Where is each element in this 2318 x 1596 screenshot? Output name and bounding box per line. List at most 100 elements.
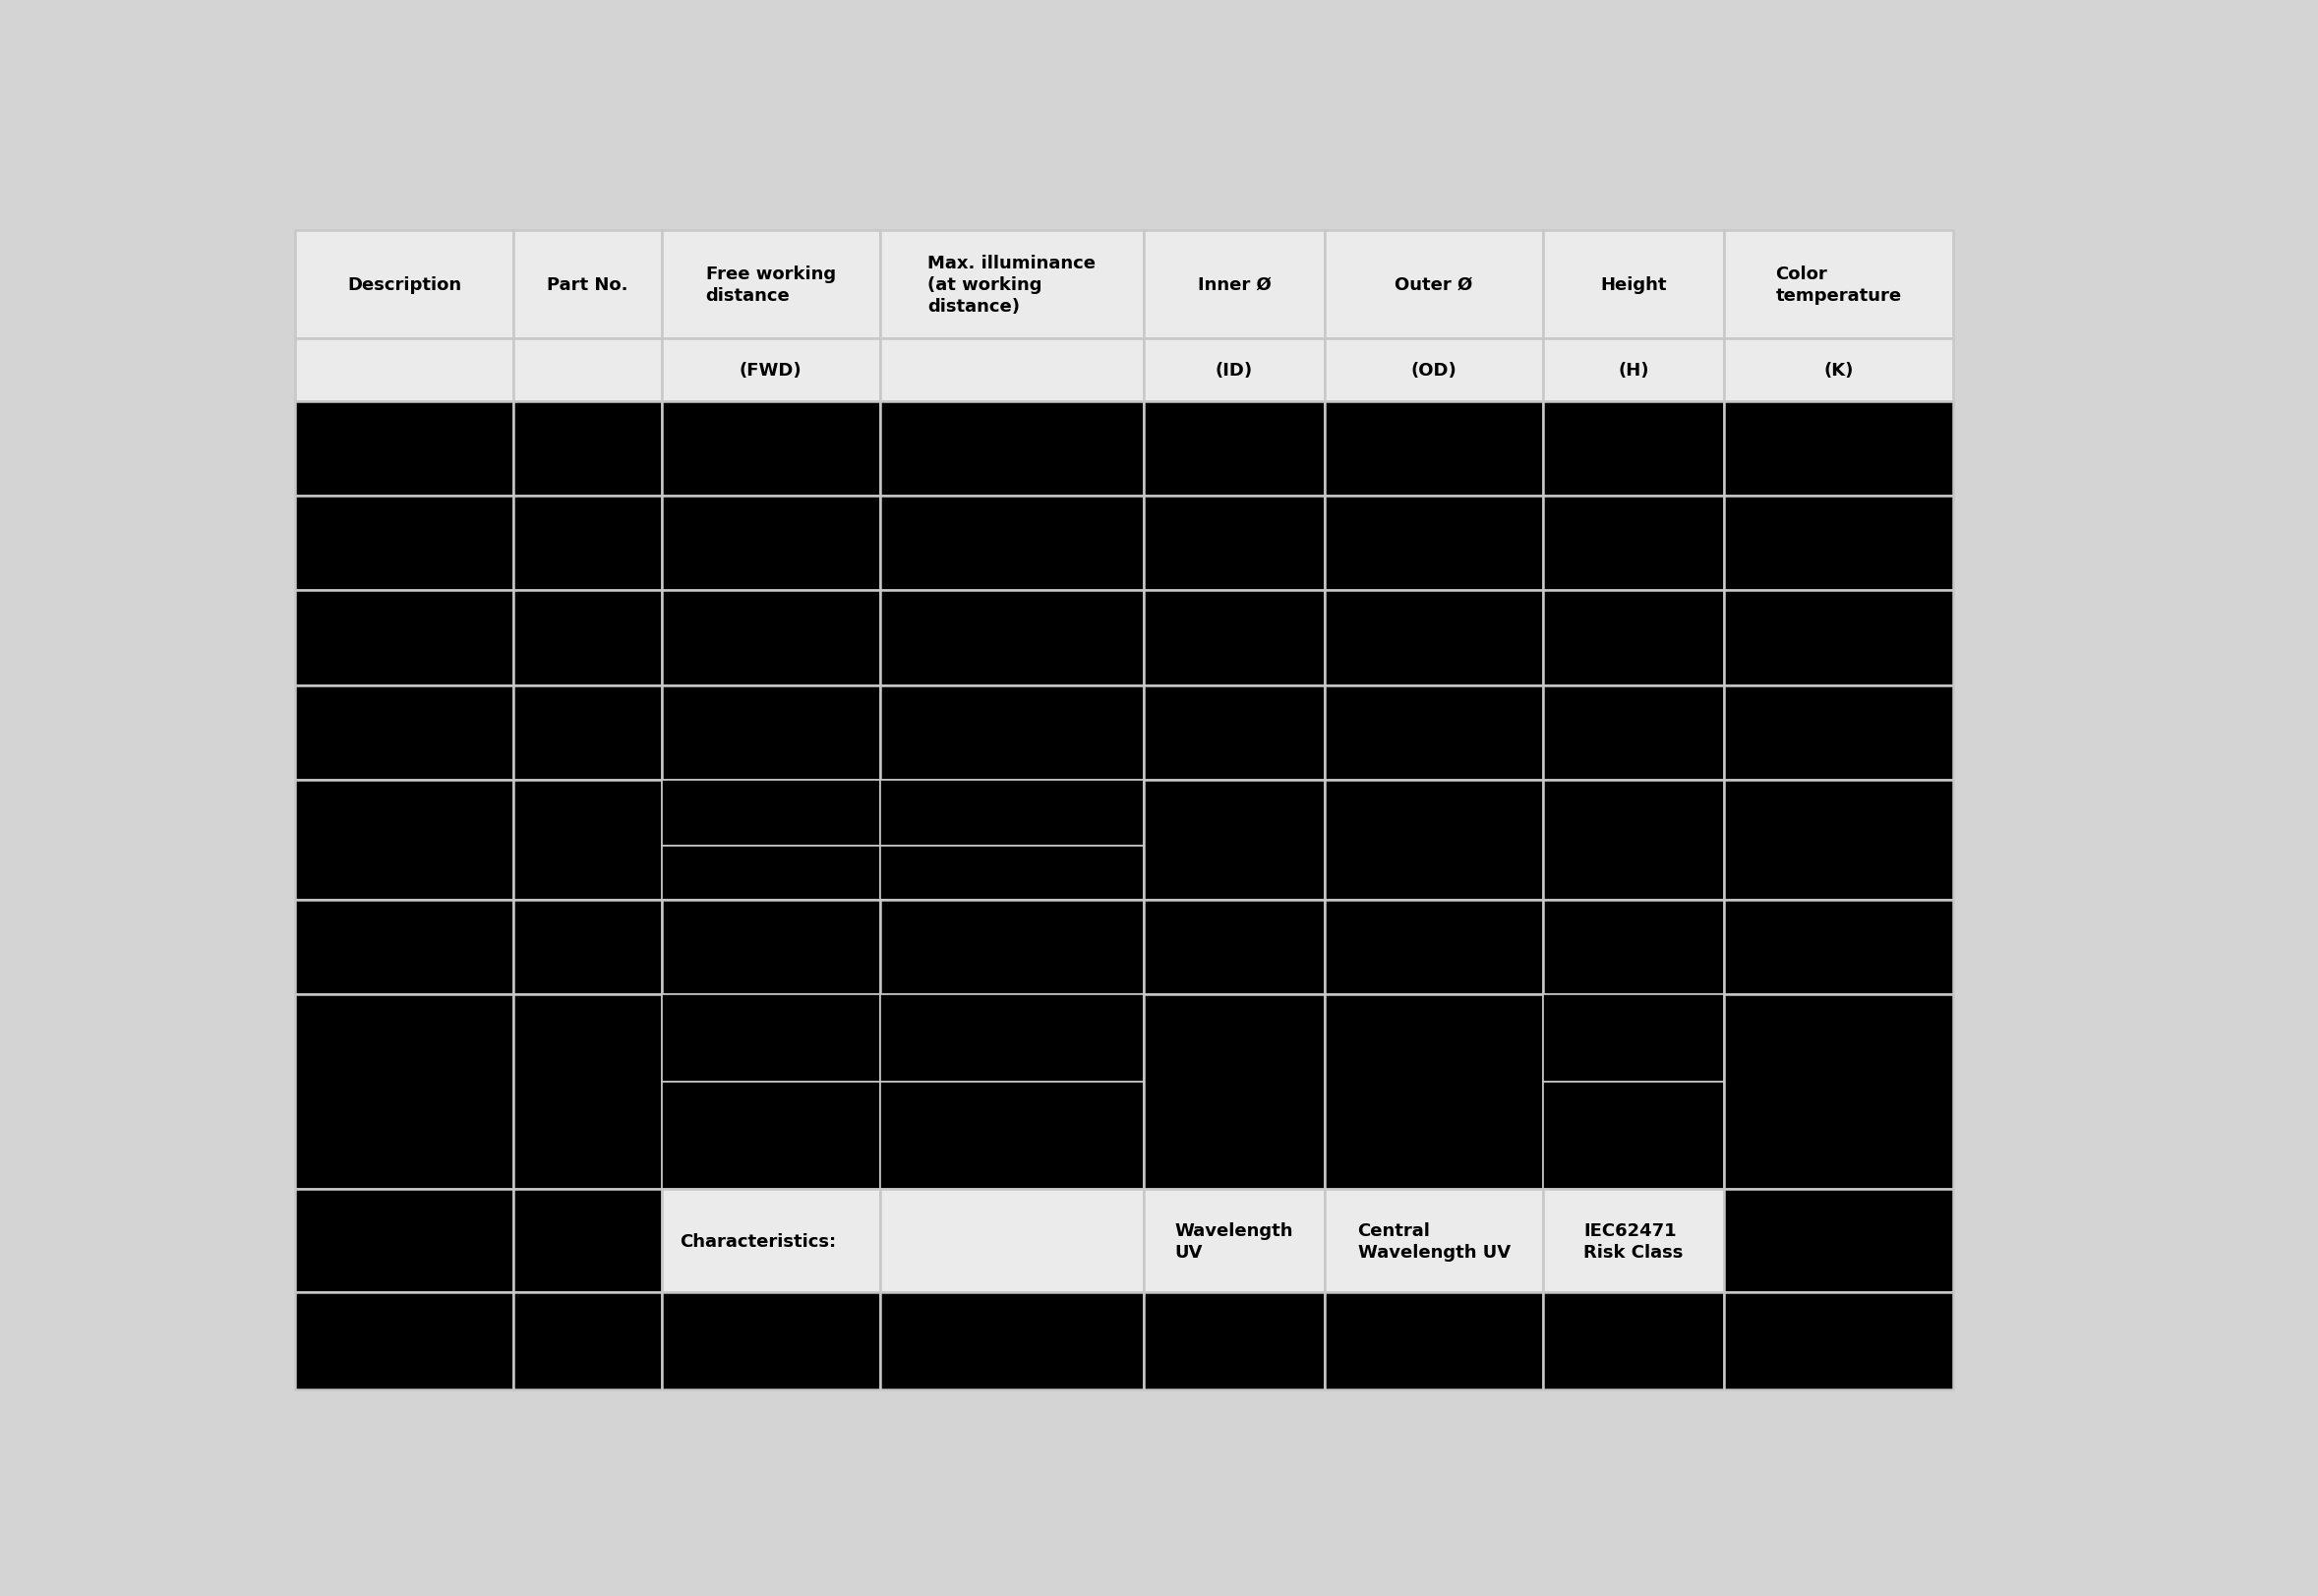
Bar [1324,340,1544,402]
Bar [294,231,515,340]
Bar [1324,591,1544,686]
Bar [515,1293,661,1390]
Bar [1544,1293,1725,1390]
Bar [1544,1189,1725,1293]
Bar [1143,231,1324,340]
Text: Central
Wavelength UV: Central Wavelength UV [1358,1221,1511,1261]
Bar [294,340,515,402]
Bar [1544,994,1725,1082]
Bar [1143,780,1324,900]
Bar [1725,686,1954,780]
Bar [661,780,881,846]
Bar [515,900,661,994]
Bar [1725,1293,1954,1390]
Bar [1544,1082,1725,1189]
Bar [1725,1189,1954,1293]
Bar [661,1189,881,1293]
Bar [1143,994,1324,1189]
Text: (K): (K) [1824,362,1854,380]
Bar [661,846,881,900]
Text: Outer Ø: Outer Ø [1395,276,1472,294]
Bar [1725,496,1954,591]
Bar [1544,591,1725,686]
Bar [1324,496,1544,591]
Bar [1544,340,1725,402]
Bar [1324,686,1544,780]
Bar [1544,780,1725,900]
Bar [294,686,515,780]
Bar [1725,900,1954,994]
Bar [1544,900,1725,994]
Bar [515,496,661,591]
Text: Color
temperature: Color temperature [1776,265,1901,305]
Bar [1544,496,1725,591]
Bar [1544,686,1725,780]
Bar [881,686,1143,780]
Bar [881,496,1143,591]
Bar [515,994,661,1189]
Bar [1324,780,1544,900]
Bar [1324,1293,1544,1390]
Bar [881,846,1143,900]
Bar [881,402,1143,496]
Bar [1725,402,1954,496]
Bar [294,994,515,1189]
Text: Part No.: Part No. [547,276,628,294]
Text: Max. illuminance
(at working
distance): Max. illuminance (at working distance) [927,254,1096,316]
Text: IEC62471
Risk Class: IEC62471 Risk Class [1583,1221,1683,1261]
Bar [515,591,661,686]
Bar [1143,591,1324,686]
Bar [661,686,881,780]
Bar [661,1082,881,1189]
Bar [1725,780,1954,900]
Bar [294,402,515,496]
Bar [1143,496,1324,591]
Bar [294,496,515,591]
Bar [294,1293,515,1390]
Bar [661,994,881,1082]
Bar [1725,340,1954,402]
Bar [1324,402,1544,496]
Bar [661,340,881,402]
Text: Description: Description [348,276,461,294]
Text: (FWD): (FWD) [739,362,802,380]
Bar [515,686,661,780]
Bar [294,1189,515,1293]
Bar [1725,591,1954,686]
Bar [1324,1189,1544,1293]
Bar [515,402,661,496]
Bar [881,780,1143,846]
Bar [515,340,661,402]
Text: (H): (H) [1618,362,1648,380]
Bar [881,994,1143,1082]
Bar [1143,1189,1324,1293]
Bar [881,1082,1143,1189]
Bar [1143,1293,1324,1390]
Bar [1725,231,1954,340]
Bar [661,496,881,591]
Bar [1544,402,1725,496]
Bar [515,231,661,340]
Text: (OD): (OD) [1412,362,1458,380]
Bar [881,591,1143,686]
Bar [881,1189,1143,1293]
Bar [515,1189,661,1293]
Bar [1143,340,1324,402]
Bar [1143,900,1324,994]
Text: Inner Ø: Inner Ø [1198,276,1270,294]
Bar [661,900,881,994]
Bar [294,780,515,900]
Bar [881,1293,1143,1390]
Text: (ID): (ID) [1215,362,1254,380]
Text: Characteristics:: Characteristics: [679,1232,837,1250]
Bar [1324,994,1544,1189]
Bar [881,231,1143,340]
Text: Wavelength
UV: Wavelength UV [1175,1221,1293,1261]
Bar [1143,686,1324,780]
Bar [881,340,1143,402]
Bar [881,900,1143,994]
Bar [661,591,881,686]
Bar [294,900,515,994]
Bar [294,591,515,686]
Bar [661,402,881,496]
